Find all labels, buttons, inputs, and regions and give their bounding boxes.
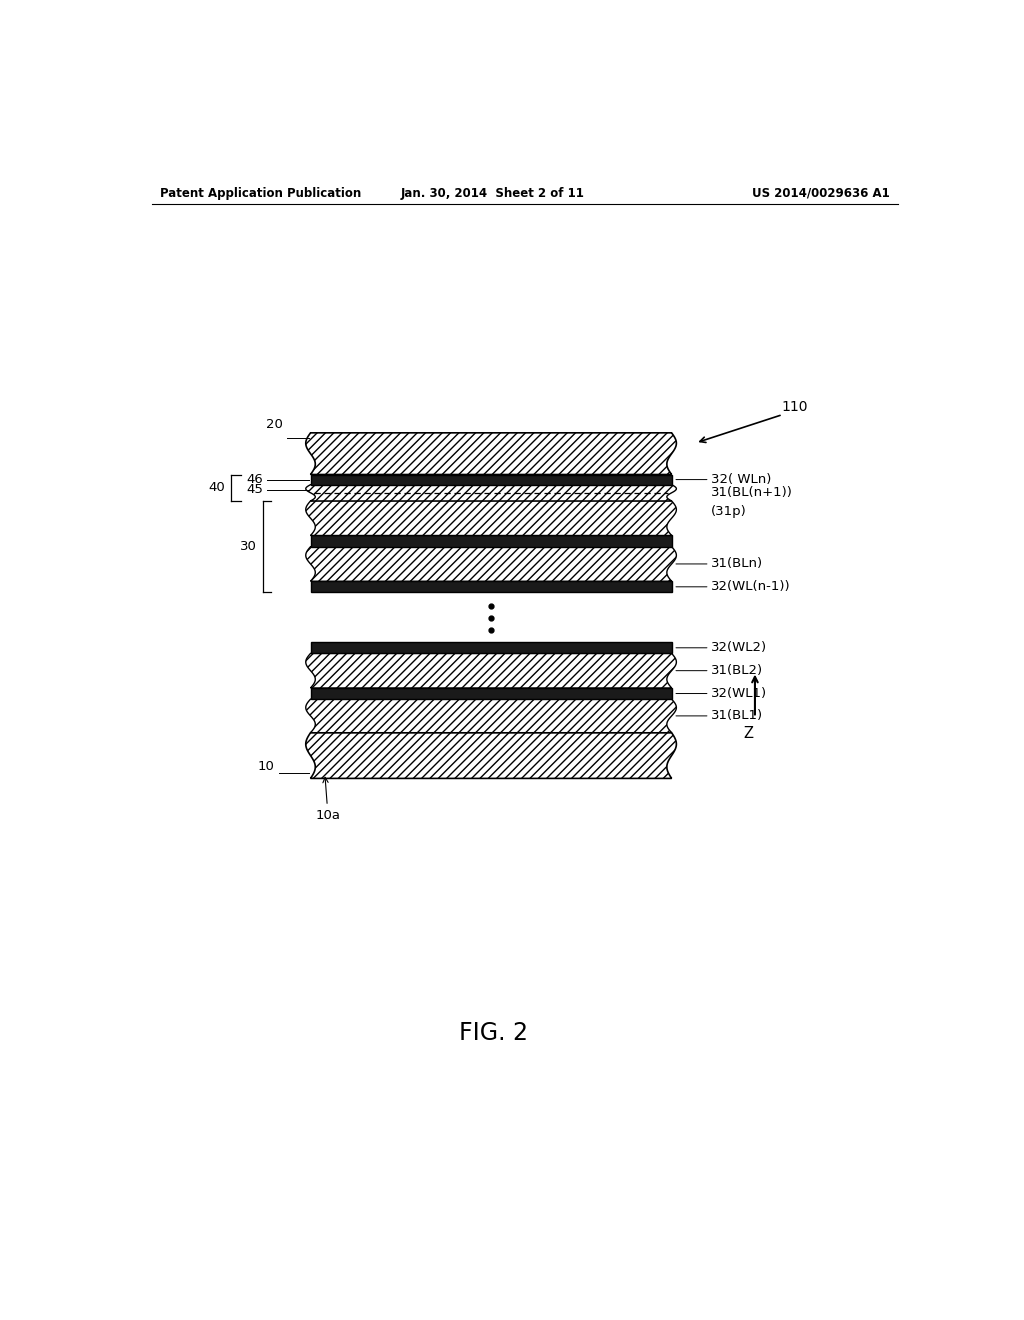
Text: 32(WL(n-1)): 32(WL(n-1)) [712, 581, 791, 593]
Text: 10: 10 [258, 760, 274, 774]
Bar [310, 474, 672, 484]
Polygon shape [306, 484, 677, 500]
Polygon shape [306, 653, 677, 688]
Bar [310, 643, 672, 653]
Text: 20: 20 [266, 418, 283, 430]
Bar [310, 688, 672, 700]
Text: 46: 46 [246, 473, 263, 486]
Text: Z: Z [743, 726, 754, 741]
Text: Patent Application Publication: Patent Application Publication [160, 187, 361, 199]
Text: 30: 30 [240, 540, 257, 553]
Text: 32(WL1): 32(WL1) [712, 686, 767, 700]
Text: 31(BL1): 31(BL1) [712, 709, 764, 722]
Text: 110: 110 [781, 400, 808, 414]
Text: 32(WL2): 32(WL2) [712, 642, 767, 655]
Text: 31(BL(n+1)): 31(BL(n+1)) [712, 486, 794, 499]
Text: 45: 45 [246, 483, 263, 496]
Text: 10a: 10a [315, 777, 341, 822]
Text: 32( WLn): 32( WLn) [712, 473, 772, 486]
Bar [310, 536, 672, 546]
Text: 31(BLn): 31(BLn) [712, 557, 764, 570]
Text: 31(BL2): 31(BL2) [712, 664, 764, 677]
Text: US 2014/0029636 A1: US 2014/0029636 A1 [752, 187, 890, 199]
Polygon shape [306, 433, 677, 474]
Polygon shape [306, 700, 677, 733]
Text: FIG. 2: FIG. 2 [459, 1020, 527, 1044]
Polygon shape [306, 733, 677, 779]
Text: (31p): (31p) [712, 504, 748, 517]
Polygon shape [306, 546, 677, 581]
Polygon shape [306, 500, 677, 536]
Bar [310, 581, 672, 593]
Text: Jan. 30, 2014  Sheet 2 of 11: Jan. 30, 2014 Sheet 2 of 11 [401, 187, 585, 199]
Text: 40: 40 [208, 482, 225, 494]
